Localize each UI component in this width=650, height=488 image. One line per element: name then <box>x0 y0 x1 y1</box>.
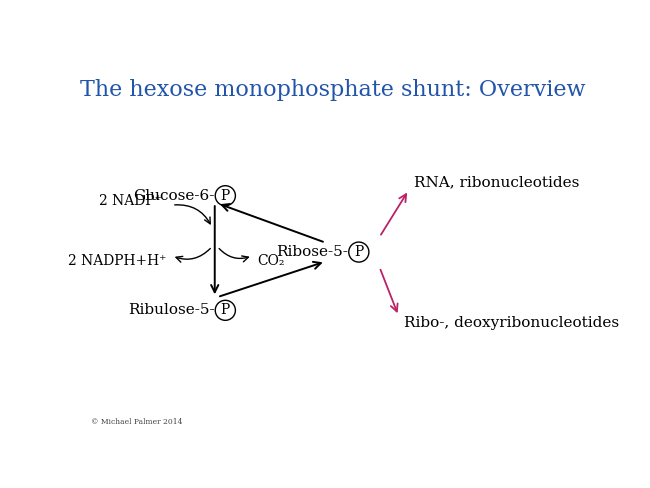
Text: P: P <box>221 304 230 317</box>
Text: Ribulose-5-: Ribulose-5- <box>128 304 214 317</box>
Text: P: P <box>221 189 230 203</box>
Text: Glucose-6-: Glucose-6- <box>133 189 214 203</box>
Text: The hexose monophosphate shunt: Overview: The hexose monophosphate shunt: Overview <box>81 80 586 102</box>
Text: Ribo-, deoxyribonucleotides: Ribo-, deoxyribonucleotides <box>404 317 619 330</box>
Text: © Michael Palmer 2014: © Michael Palmer 2014 <box>91 418 183 426</box>
Text: 2 NADPH+H⁺: 2 NADPH+H⁺ <box>68 254 167 268</box>
Text: 2 NADP⁺: 2 NADP⁺ <box>99 194 162 208</box>
Text: CO₂: CO₂ <box>257 254 285 268</box>
Text: P: P <box>354 245 363 259</box>
Text: RNA, ribonucleotides: RNA, ribonucleotides <box>414 176 579 189</box>
Text: Ribose-5-: Ribose-5- <box>276 245 348 259</box>
